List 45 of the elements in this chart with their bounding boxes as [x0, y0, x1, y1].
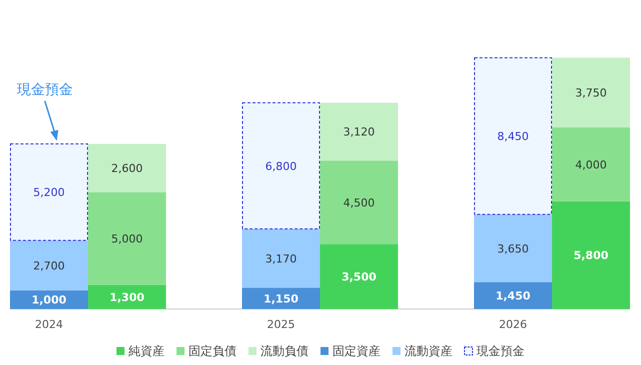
data-label: 1,300	[110, 290, 145, 304]
bar	[474, 57, 552, 215]
annotation: 現金預金	[16, 82, 73, 98]
legend-label: 流動資産	[404, 344, 452, 358]
data-label: 4,000	[575, 158, 607, 172]
bar	[88, 284, 166, 309]
data-label: 3,500	[342, 270, 377, 284]
bar	[552, 127, 630, 202]
bar	[88, 192, 166, 285]
data-label: 5,800	[574, 249, 609, 262]
bar	[88, 144, 166, 192]
legend-label: 固定負債	[188, 344, 236, 358]
x-tick-label: 2026	[499, 318, 527, 331]
data-label: 4,500	[343, 196, 375, 210]
x-tick-label: 2025	[267, 318, 295, 331]
bar	[474, 214, 552, 282]
bar	[242, 288, 320, 309]
data-label: 5,000	[111, 232, 143, 246]
bar	[10, 240, 88, 290]
data-label: 3,750	[575, 86, 607, 100]
data-label: 3,120	[343, 126, 375, 139]
bar	[320, 160, 398, 244]
data-label: 2,700	[33, 259, 65, 272]
data-label: 6,800	[265, 160, 297, 173]
data-label: 3,650	[497, 242, 529, 256]
bar	[474, 282, 552, 309]
data-label: 2,600	[111, 162, 143, 176]
data-label: 3,170	[265, 252, 297, 266]
data-label: 1,450	[496, 290, 531, 303]
bar	[10, 143, 88, 241]
bar	[320, 244, 398, 309]
legend-label: 現金預金	[476, 344, 524, 358]
data-label: 5,200	[33, 186, 65, 200]
legend-label: 純資産	[128, 344, 164, 358]
data-label: 1,150	[264, 292, 299, 306]
bar	[242, 102, 320, 230]
x-tick-label: 2024	[35, 318, 63, 331]
data-label: 1,000	[32, 294, 67, 307]
bar	[552, 201, 630, 309]
legend-label: 固定資産	[332, 344, 380, 358]
legend-label: 流動負債	[260, 344, 308, 358]
bar	[320, 102, 398, 161]
data-label: 8,450	[497, 130, 529, 144]
bar	[552, 58, 630, 128]
bar	[242, 228, 320, 288]
